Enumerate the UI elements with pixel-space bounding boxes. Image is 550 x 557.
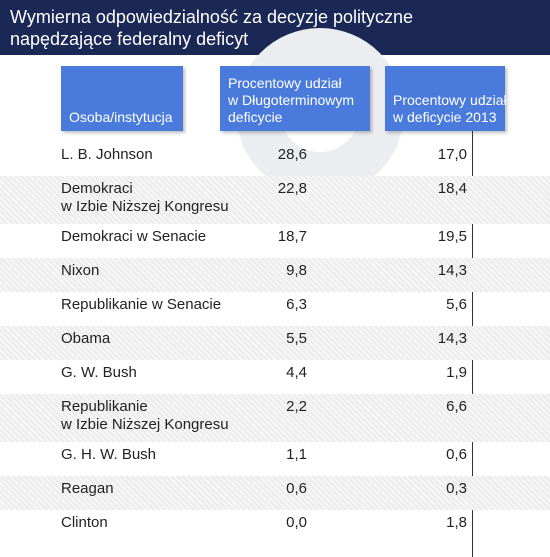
long-term-deficit-value: 18,7 <box>277 228 307 245</box>
table-row: Republikanie w Senacie 6,3 5,6 <box>0 292 550 326</box>
row-name: Demokraci w Izbie Niższej Kongresu <box>61 180 229 216</box>
table-row: L. B. Johnson 28,6 17,0 <box>0 142 550 176</box>
long-term-deficit-value: 5,5 <box>286 330 307 347</box>
row-name: Reagan <box>61 480 114 498</box>
deficit-2013-value: 5,6 <box>446 296 467 313</box>
row-name: Nixon <box>61 262 99 280</box>
deficit-2013-value: 6,6 <box>446 398 467 415</box>
table-row: Republikanie w Izbie Niższej Kongresu 2,2 6… <box>0 394 550 442</box>
long-term-deficit-value: 9,8 <box>286 262 307 279</box>
header-col2-line-2: w Długoterminowym <box>228 92 355 108</box>
row-name: L. B. Johnson <box>61 146 153 164</box>
deficit-2013-value: 1,8 <box>446 514 467 531</box>
table-row: G. H. W. Bush 1,1 0,6 <box>0 442 550 476</box>
long-term-deficit-value: 6,3 <box>286 296 307 313</box>
header-col2-line-1: Procentowy udział <box>228 75 342 91</box>
row-name: Demokraci w Senacie <box>61 228 206 246</box>
row-name: Republikanie w Senacie <box>61 296 221 314</box>
long-term-deficit-value: 4,4 <box>286 364 307 381</box>
row-name: Clinton <box>61 514 108 532</box>
long-term-deficit-value: 1,1 <box>286 446 307 463</box>
title-line-2: napędzające federalny deficyt <box>10 29 249 49</box>
deficit-2013-value: 18,4 <box>437 180 467 197</box>
table-row: Reagan 0,6 0,3 <box>0 476 550 510</box>
deficit-2013-value: 14,3 <box>437 330 467 347</box>
row-name-line: Nixon <box>61 262 100 279</box>
row-name: Obama <box>61 330 110 348</box>
row-name-line: Reagan <box>61 480 114 497</box>
row-name: G. H. W. Bush <box>61 446 156 464</box>
long-term-deficit-value: 2,2 <box>286 398 307 415</box>
table-row: Nixon 9,8 14,3 <box>0 258 550 292</box>
row-name-line: Republikanie w Senacie <box>61 296 222 313</box>
row-name-line: w Izbie Niższej Kongresu <box>61 416 229 433</box>
row-name-line: Demokraci w Senacie <box>61 228 207 245</box>
header-col1-line-1: Osoba/instytucja <box>69 109 173 125</box>
row-name-line: Obama <box>61 330 111 347</box>
row-name-line: Clinton <box>61 514 108 531</box>
header-long-term-deficit: Procentowy udział w Długoterminowym defi… <box>220 66 370 131</box>
long-term-deficit-value: 22,8 <box>277 180 307 197</box>
deficit-2013-value: 1,9 <box>446 364 467 381</box>
row-name-line: Demokraci <box>61 180 133 197</box>
row-name: Republikanie w Izbie Niższej Kongresu <box>61 398 229 434</box>
table-row: Demokraci w Izbie Niższej Kongresu 22,8 18,… <box>0 176 550 224</box>
row-name-line: Republikanie <box>61 398 148 415</box>
table-row: Obama 5,5 14,3 <box>0 326 550 360</box>
long-term-deficit-value: 0,0 <box>286 514 307 531</box>
deficit-2013-value: 0,6 <box>446 446 467 463</box>
table-row: Demokraci w Senacie 18,7 19,5 <box>0 224 550 258</box>
header-person-institution: Osoba/instytucja <box>61 66 183 131</box>
deficit-2013-value: 14,3 <box>437 262 467 279</box>
long-term-deficit-value: 28,6 <box>277 146 307 163</box>
header-deficit-2013: Procentowy udział w deficycie 2013 <box>385 66 507 131</box>
deficit-2013-value: 0,3 <box>446 480 467 497</box>
row-name: G. W. Bush <box>61 364 137 382</box>
row-name-line: G. H. W. Bush <box>61 446 157 463</box>
table-row: G. W. Bush 4,4 1,9 <box>0 360 550 394</box>
header-col3-line-2: w deficycie 2013 <box>393 109 497 125</box>
long-term-deficit-value: 0,6 <box>286 480 307 497</box>
title-line-1: Wymierna odpowiedzialność za decyzje pol… <box>10 7 414 27</box>
deficit-2013-value: 17,0 <box>437 146 467 163</box>
header-col3-line-1: Procentowy udział <box>393 92 507 108</box>
row-name-line: L. B. Johnson <box>61 146 153 163</box>
table-row: Clinton 0,0 1,8 <box>0 510 550 544</box>
row-name-line: w Izbie Niższej Kongresu <box>61 198 229 215</box>
header-col2-line-3: deficycie <box>228 109 283 125</box>
deficit-2013-value: 19,5 <box>437 228 467 245</box>
data-table: L. B. Johnson 28,6 17,0 Demokraci w Izbie Ni… <box>0 142 550 544</box>
row-name-line: G. W. Bush <box>61 364 137 381</box>
